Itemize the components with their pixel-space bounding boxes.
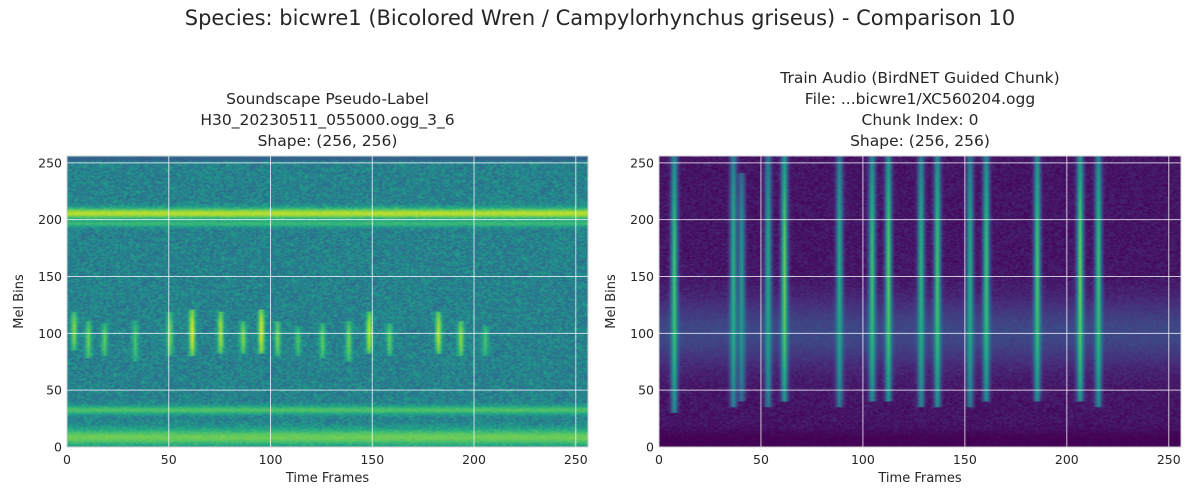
- x-tick-label: 250: [564, 452, 588, 467]
- x-tick-label: 250: [1157, 452, 1181, 467]
- y-axis-label: Mel Bins: [604, 274, 619, 329]
- x-tick-label: 50: [753, 452, 769, 467]
- y-tick-label: 200: [630, 212, 654, 227]
- axes-frame: [66, 155, 589, 448]
- left-panel-title: Soundscape Pseudo-Label H30_20230511_055…: [67, 89, 588, 152]
- x-tick-label: 0: [655, 452, 663, 467]
- axes-frame: [658, 155, 1182, 448]
- x-tick-label: 150: [953, 452, 977, 467]
- y-tick-label: 200: [38, 212, 62, 227]
- x-tick-label: 100: [851, 452, 875, 467]
- left-title-line-2: H30_20230511_055000.ogg_3_6: [200, 111, 455, 129]
- train-audio-spectrogram-image: [659, 156, 1181, 447]
- x-tick-label: 200: [1055, 452, 1079, 467]
- x-axis-label: Time Frames: [877, 471, 961, 486]
- left-title-line-1: Soundscape Pseudo-Label: [226, 90, 429, 108]
- right-title-line-1: Train Audio (BirdNET Guided Chunk): [780, 69, 1060, 87]
- y-tick-label: 100: [38, 326, 62, 341]
- x-tick-label: 50: [161, 452, 177, 467]
- y-tick-label: 50: [638, 383, 654, 398]
- left-title-line-3: Shape: (256, 256): [257, 132, 398, 150]
- right-title-line-3: Chunk Index: 0: [861, 111, 979, 129]
- y-tick-label: 150: [38, 269, 62, 284]
- right-panel-title: Train Audio (BirdNET Guided Chunk) File:…: [659, 68, 1181, 152]
- y-tick-label: 100: [630, 326, 654, 341]
- x-axis-label: Time Frames: [285, 471, 369, 486]
- x-tick-label: 100: [259, 452, 283, 467]
- x-tick-label: 200: [462, 452, 486, 467]
- y-tick-label: 250: [38, 155, 62, 170]
- x-tick-label: 0: [63, 452, 71, 467]
- y-tick-label: 50: [46, 383, 62, 398]
- y-tick-label: 150: [630, 269, 654, 284]
- x-tick-label: 150: [360, 452, 384, 467]
- y-tick-label: 0: [646, 440, 654, 455]
- right-title-line-2: File: ...bicwre1/XC560204.ogg: [804, 90, 1036, 108]
- figure-suptitle: Species: bicwre1 (Bicolored Wren / Campy…: [184, 6, 1016, 30]
- y-axis-label: Mel Bins: [12, 274, 27, 329]
- soundscape-spectrogram-image: [67, 156, 588, 447]
- y-tick-label: 250: [630, 155, 654, 170]
- y-tick-label: 0: [54, 440, 62, 455]
- right-title-line-4: Shape: (256, 256): [850, 132, 990, 150]
